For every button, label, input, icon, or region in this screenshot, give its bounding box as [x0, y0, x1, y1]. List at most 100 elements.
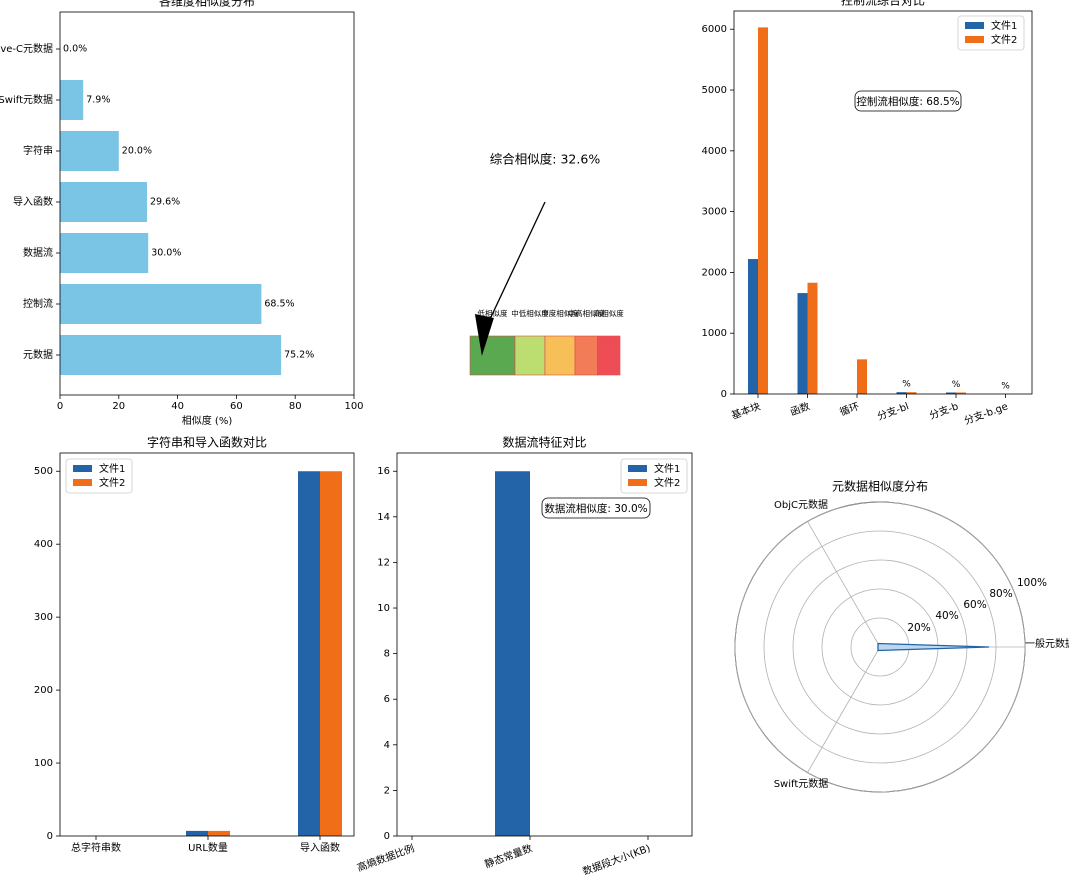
x-tick-label: 80: [289, 401, 302, 412]
control_flow-category-label: 分支-bl: [876, 400, 911, 422]
data_flow-y-tick-label: 16: [377, 466, 390, 477]
control-flow-legend-swatch: [965, 22, 984, 29]
radar-data-polygon: [877, 642, 990, 652]
dimension-category-label: 控制流: [23, 297, 53, 310]
strings_imports-bar-1: [186, 830, 208, 836]
control_flow-category-label: 分支-b: [928, 400, 960, 422]
control_flow-category-label: 函数: [788, 399, 811, 418]
data_flow-y-tick-label: 6: [384, 694, 390, 705]
gauge-arrow-line: [484, 201, 546, 331]
strings_imports-title: 字符串和导入函数对比: [147, 435, 267, 450]
control-flow-legend-label: 文件2: [991, 33, 1017, 46]
gauge-segment: [469, 335, 516, 376]
dimensions-xlabel: 相似度 (%): [182, 414, 233, 427]
control_flow-bar-2: [758, 27, 768, 395]
data_flow-y-tick-label: 10: [377, 603, 390, 614]
data-flow-annotation-box: [541, 497, 651, 519]
radar-spoke: [807, 646, 881, 773]
radar-r-tick-label: 20%: [907, 622, 930, 634]
dimension-category-label: 导入函数: [13, 195, 53, 208]
gauge-segment-label: 中低相似度: [511, 308, 549, 318]
control_flow-y-tick-label: 3000: [702, 207, 727, 218]
dimension-bar: [60, 233, 149, 273]
dimension-bar: [60, 284, 262, 324]
radar-r-tick-label: 60%: [963, 599, 986, 611]
control_flow-y-tick-label: 4000: [702, 146, 727, 157]
x-tick-label: 20: [112, 401, 125, 412]
dimension-bar: [60, 80, 84, 120]
dimension-value-label: 68.5%: [264, 299, 294, 310]
dimension-category-label: Swift元数据: [0, 93, 53, 106]
radar-title: 元数据相似度分布: [832, 479, 928, 494]
x-tick-label: 40: [171, 401, 184, 412]
control-flow-legend-swatch: [965, 36, 984, 43]
control_flow-axes: [733, 10, 1033, 395]
strings_imports-y-tick-label: 400: [34, 539, 53, 550]
data_flow-y-tick-label: 8: [384, 649, 390, 660]
data_flow-category-label: 静态常量数: [483, 841, 534, 870]
gauge-segment: [514, 335, 546, 376]
gauge-segment-label: 高相似度: [594, 308, 624, 318]
x-tick-label: 0: [57, 401, 63, 412]
gauge-title: 综合相似度: 32.6%: [490, 152, 601, 167]
dimension-value-label: 29.6%: [150, 197, 180, 208]
radar-axis-label: ObjC元数据: [774, 498, 828, 511]
strings-legend-swatch: [73, 479, 92, 486]
radar-r-tick-label: 40%: [935, 610, 958, 622]
data_flow-y-tick-label: 0: [384, 831, 390, 842]
strings_imports-bar-1: [298, 471, 320, 836]
control_flow-bar-2: [956, 392, 966, 394]
gauge-segment: [597, 335, 621, 376]
control_flow-bar-annotation: %: [902, 380, 911, 390]
control_flow-bar-1: [946, 392, 956, 394]
strings_imports-y-tick-label: 500: [34, 466, 53, 477]
dimension-value-label: 20.0%: [122, 146, 152, 157]
gauge-segment: [574, 335, 598, 376]
control_flow-bar-2: [857, 359, 867, 394]
control-flow-annotation: 控制流相似度: 68.5%: [856, 95, 959, 108]
control_flow-y-tick-label: 0: [721, 389, 727, 400]
data_flow-category-label: 高熵数据比例: [355, 841, 416, 874]
data_flow-y-tick-label: 4: [384, 740, 390, 751]
radar-r-tick-label: 100%: [1017, 577, 1047, 589]
strings-legend-swatch: [73, 465, 92, 472]
control_flow-y-tick-label: 2000: [702, 267, 727, 278]
data-flow-legend-label: 文件1: [654, 462, 680, 475]
data_flow-axes: [396, 452, 693, 837]
dimension-value-label: 30.0%: [151, 248, 181, 259]
strings-legend-label: 文件2: [99, 476, 125, 489]
control-flow-legend-label: 文件1: [991, 19, 1017, 32]
radar-axis-label: 一般元数据: [1025, 637, 1069, 650]
data_flow-y-tick-label: 2: [384, 785, 390, 796]
control_flow-title: 控制流综合对比: [841, 0, 925, 8]
control_flow-bar-2: [807, 282, 818, 394]
gauge-segment: [544, 335, 576, 376]
x-tick-label: 60: [230, 401, 243, 412]
control_flow-category-label: 基本块: [729, 399, 762, 421]
dimension-bar: [60, 335, 282, 375]
strings_imports-y-tick-label: 100: [34, 758, 53, 769]
control-flow-annotation-box: [854, 90, 962, 112]
control_flow-category-label: 循环: [838, 399, 861, 418]
control_flow-bar-annotation: %: [1001, 382, 1010, 392]
gauge-arrow-head: [474, 314, 494, 356]
control_flow-category-label: 分支-b.ge: [963, 400, 1010, 427]
dimensions-title: 各维度相似度分布: [159, 0, 255, 9]
dimension-value-label: 0.0%: [63, 44, 87, 55]
radar-spoke: [807, 521, 881, 648]
gauge-segment-label: 中度相似度: [541, 308, 579, 318]
data-flow-legend-label: 文件2: [654, 476, 680, 489]
dimension-category-label: 字符串: [23, 144, 53, 157]
strings_imports-category-label: 导入函数: [300, 841, 340, 854]
strings_imports-y-tick-label: 300: [34, 612, 53, 623]
dimension-category-label: 元数据: [23, 348, 53, 361]
strings_imports-bar-2: [208, 830, 230, 836]
data-flow-legend-swatch: [628, 479, 647, 486]
strings_imports-axes: [59, 452, 355, 837]
control_flow-bar-1: [896, 392, 907, 394]
data-flow-annotation: 数据流相似度: 30.0%: [544, 502, 647, 515]
control_flow-bar-2: [906, 392, 917, 394]
